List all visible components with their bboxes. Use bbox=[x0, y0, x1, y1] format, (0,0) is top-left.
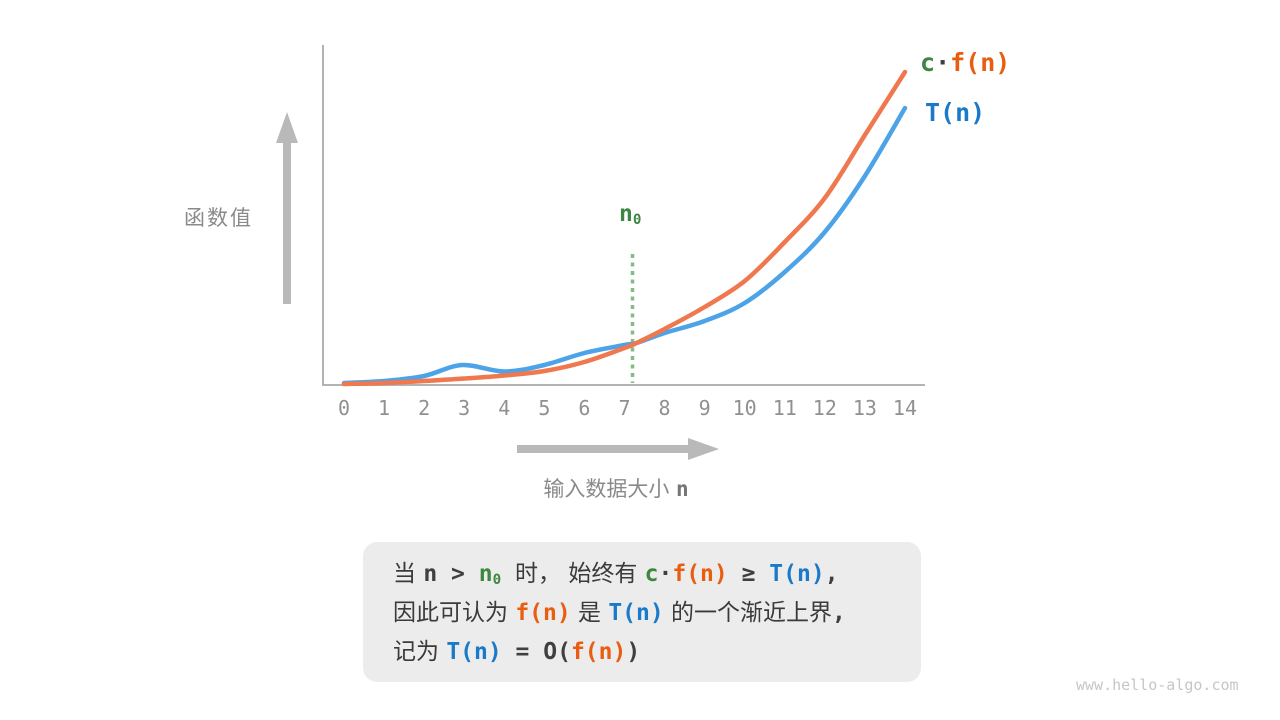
n0-label: n0 bbox=[619, 201, 642, 228]
x-tick: 5 bbox=[538, 396, 551, 420]
legend-tn-label: T(n) bbox=[925, 98, 986, 127]
x-tick: 13 bbox=[852, 396, 877, 420]
x-tick: 9 bbox=[698, 396, 711, 420]
y-axis-arrow-icon bbox=[276, 112, 298, 143]
explanation-box: 当 n > n0 时， 始终有 c·f(n) ≥ T(n), 因此可认为 f(n… bbox=[363, 542, 921, 682]
x-tick: 2 bbox=[418, 396, 431, 420]
y-axis-label: 函数值 bbox=[184, 206, 253, 230]
x-tick: 10 bbox=[732, 396, 757, 420]
x-tick: 6 bbox=[578, 396, 591, 420]
curve-tn bbox=[341, 105, 908, 386]
x-axis-label: 输入数据大小 n bbox=[543, 477, 689, 501]
x-tick: 4 bbox=[498, 396, 511, 420]
legend-cfn-label: c·f(n) bbox=[920, 48, 1011, 77]
curve-cfn bbox=[341, 69, 908, 387]
x-tick: 14 bbox=[892, 396, 918, 420]
x-tick: 8 bbox=[658, 396, 671, 420]
x-tick: 12 bbox=[812, 396, 837, 420]
explanation-line-3: 记为 T(n) = O(f(n)) bbox=[393, 639, 641, 665]
x-tick: 1 bbox=[378, 396, 391, 420]
explanation-line-2: 因此可认为 f(n) 是 T(n) 的一个渐近上界, bbox=[393, 600, 846, 626]
watermark: www.hello-algo.com bbox=[1076, 676, 1239, 694]
x-axis-arrow-icon bbox=[688, 438, 719, 460]
x-tick: 7 bbox=[618, 396, 631, 420]
x-tick: 0 bbox=[337, 396, 351, 420]
explanation-line-1: 当 n > n0 时， 始终有 c·f(n) ≥ T(n), bbox=[393, 561, 839, 588]
x-tick: 3 bbox=[458, 396, 471, 420]
x-tick: 11 bbox=[772, 396, 797, 420]
